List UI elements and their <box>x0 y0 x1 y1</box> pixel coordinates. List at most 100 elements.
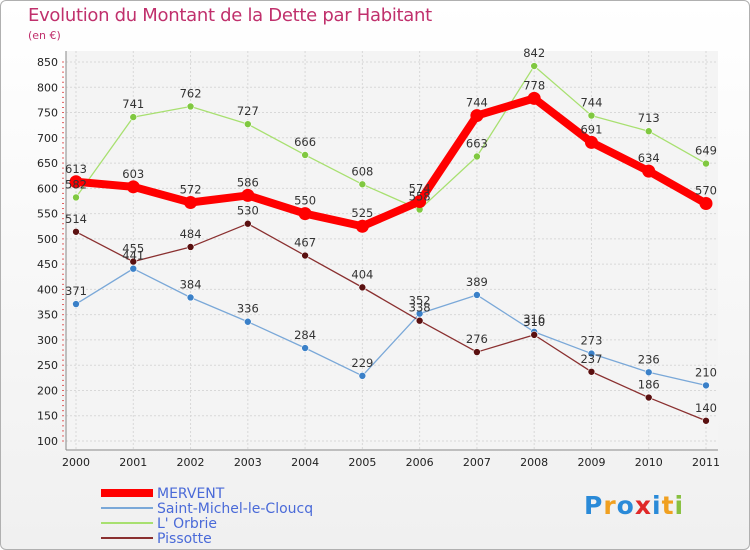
data-label: 574 <box>409 181 431 195</box>
data-label: 572 <box>180 182 202 196</box>
logo-letter: t <box>661 491 675 520</box>
y-tick-label: 850 <box>37 56 58 69</box>
x-tick-label: 2009 <box>577 456 605 469</box>
data-point <box>72 193 80 202</box>
data-label: 582 <box>65 177 87 191</box>
data-point <box>244 120 252 128</box>
data-label: 284 <box>294 328 316 342</box>
x-tick-label: 2011 <box>692 456 720 469</box>
data-point <box>186 243 195 251</box>
data-label: 634 <box>638 151 660 165</box>
data-label: 586 <box>237 175 259 189</box>
y-tick-label: 400 <box>37 283 58 296</box>
data-point <box>644 393 653 402</box>
data-label: 273 <box>580 334 602 348</box>
data-point <box>358 283 367 292</box>
data-point <box>470 109 484 123</box>
x-tick-label: 2010 <box>635 456 663 469</box>
x-tick-label: 2005 <box>348 456 376 469</box>
data-label: 316 <box>523 312 545 326</box>
data-label: 608 <box>351 164 373 178</box>
data-point <box>644 127 653 136</box>
logo-letter: i <box>652 491 662 520</box>
data-point <box>298 207 312 221</box>
data-point <box>301 344 309 352</box>
data-point <box>699 196 713 210</box>
y-tick-label: 650 <box>37 157 58 170</box>
series-line-0 <box>75 94 708 231</box>
data-point <box>241 188 255 202</box>
data-label: 455 <box>122 242 144 256</box>
data-point <box>301 151 309 159</box>
data-point <box>72 300 80 308</box>
data-point <box>358 372 367 380</box>
logo-letter: o <box>616 491 635 520</box>
y-tick-label: 700 <box>37 132 58 145</box>
data-label: 558 <box>409 190 431 204</box>
chart-subtitle: (en €) <box>28 29 61 42</box>
data-label: 236 <box>638 352 660 366</box>
data-label: 352 <box>409 294 431 308</box>
y-tick-label: 100 <box>37 435 58 448</box>
x-tick-label: 2004 <box>291 456 319 469</box>
data-point <box>702 381 710 390</box>
data-point <box>587 367 596 376</box>
y-tick-label: 150 <box>37 410 58 423</box>
data-point <box>584 135 598 149</box>
y-tick-label: 800 <box>37 81 58 94</box>
x-tick-label: 2000 <box>62 456 90 469</box>
data-label: 713 <box>638 111 660 125</box>
data-label: 649 <box>695 144 717 158</box>
data-point <box>527 91 541 105</box>
y-tick-label: 350 <box>37 309 58 322</box>
data-label: 441 <box>122 249 144 263</box>
series-line-3 <box>75 223 707 422</box>
data-label: 467 <box>294 236 316 250</box>
logo-letter: P <box>584 491 604 520</box>
y-tick-label: 500 <box>37 233 58 246</box>
data-point <box>473 348 481 356</box>
data-point <box>184 195 198 209</box>
series-line-1 <box>75 268 707 387</box>
legend-label-0: MERVENT <box>157 486 225 502</box>
proxiti-logo: Proxiti <box>584 491 684 520</box>
data-label: 727 <box>237 104 259 118</box>
y-tick-label: 550 <box>37 208 58 221</box>
x-tick-label: 2001 <box>119 456 147 469</box>
data-point <box>644 368 653 377</box>
y-tick-label: 200 <box>37 384 58 397</box>
y-tick-label: 600 <box>37 182 58 195</box>
data-point <box>358 180 367 189</box>
legend-label-2: L' Orbrie <box>157 516 217 532</box>
x-tick-label: 2007 <box>463 456 491 469</box>
chart-title: Evolution du Montant de la Dette par Hab… <box>28 5 432 26</box>
data-point <box>473 291 481 299</box>
legend-label-3: Pissotte <box>157 531 212 547</box>
data-point <box>69 175 83 189</box>
x-tick-label: 2006 <box>406 456 434 469</box>
data-label: 229 <box>351 356 373 370</box>
legend-label-1: Saint-Michel-le-Cloucq <box>157 501 313 517</box>
data-label: 336 <box>237 302 259 316</box>
data-point <box>702 159 710 168</box>
data-point <box>301 251 309 260</box>
x-tick-label: 2003 <box>234 456 262 469</box>
data-point <box>129 264 138 273</box>
data-label: 603 <box>122 167 144 181</box>
data-point <box>129 113 138 121</box>
data-point <box>642 164 656 178</box>
data-point <box>72 227 80 236</box>
data-label: 741 <box>122 97 144 111</box>
data-label: 514 <box>65 212 87 226</box>
data-label: 663 <box>466 136 488 150</box>
data-label: 744 <box>580 96 602 110</box>
data-label: 762 <box>180 86 202 100</box>
data-point <box>415 316 424 325</box>
data-label: 384 <box>180 277 202 291</box>
data-label: 570 <box>695 183 717 197</box>
logo-letter: x <box>634 491 652 520</box>
data-label: 778 <box>523 78 545 92</box>
data-point <box>530 62 538 70</box>
data-point <box>530 331 538 339</box>
